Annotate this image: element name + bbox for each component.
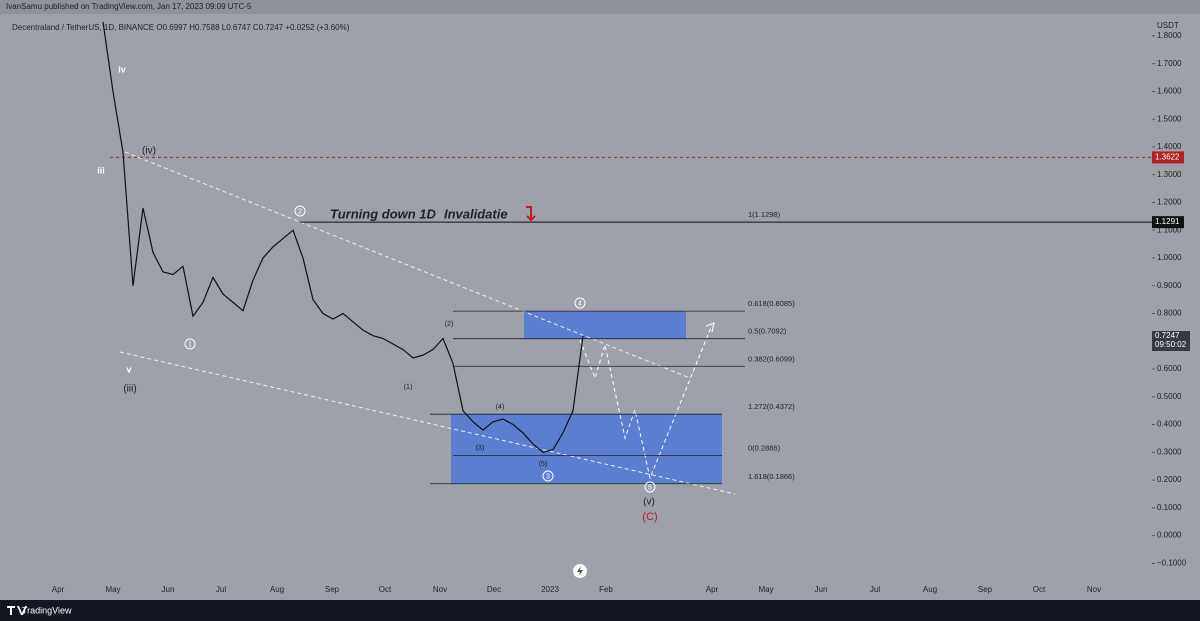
wave-circled-label: 4 (578, 300, 582, 307)
invalidation-arrow (526, 206, 536, 222)
level-box (1152, 151, 1184, 164)
projection-arrow (705, 322, 715, 333)
publisher: IvanSamu published on TradingView.com, J… (6, 2, 252, 11)
x-tick-label: Jun (162, 585, 175, 594)
y-tick-label: 0.4000 (1157, 420, 1182, 429)
price-box (1152, 331, 1190, 351)
x-tick-label: Jul (870, 585, 880, 594)
y-tick-label: 0.3000 (1157, 447, 1182, 456)
x-tick-label: Nov (433, 585, 447, 594)
y-tick-label: 0.8000 (1157, 309, 1182, 318)
wave-label: (5) (539, 461, 548, 468)
x-tick-label: May (758, 585, 773, 594)
countdown: 09:50:02 (1155, 340, 1187, 349)
clock-glyph (577, 566, 583, 576)
legend: Decentraland / TetherUS, 1D, BINANCE O0.… (12, 23, 350, 32)
wave-label: (1) (404, 384, 413, 391)
x-tick-label: Aug (923, 585, 937, 594)
y-tick-label: 1.5000 (1157, 114, 1182, 123)
x-tick-label: Feb (599, 585, 613, 594)
wave-circle (542, 470, 554, 482)
y-tick-label: −0.1000 (1157, 558, 1187, 567)
wave-circle (294, 205, 306, 217)
x-tick-label: 2023 (541, 585, 559, 594)
y-tick-label: 1.1000 (1157, 225, 1182, 234)
projection (579, 324, 713, 480)
fib-label: 0.618(0.8085) (748, 299, 795, 308)
x-tick-label: Apr (52, 585, 65, 594)
zone (451, 414, 722, 484)
x-tick-label: Apr (706, 585, 719, 594)
trendline (119, 351, 736, 495)
brand: TradingView (22, 605, 72, 615)
fib-label: 0(0.2886) (748, 443, 781, 452)
x-tick-label: Aug (270, 585, 284, 594)
x-tick-label: Oct (379, 585, 392, 594)
y-tick-label: 0.2000 (1157, 475, 1182, 484)
x-tick-label: Jun (815, 585, 828, 594)
x-tick-label: Dec (487, 585, 501, 594)
wave-label: (2) (445, 321, 454, 328)
wave-label: (iii) (123, 384, 136, 395)
header-bar (0, 0, 1200, 14)
y-tick-label: 1.2000 (1157, 198, 1182, 207)
currency: USDT (1157, 21, 1179, 30)
x-tick-label: Jul (216, 585, 226, 594)
wave-label: (iv) (142, 146, 156, 157)
y-tick-label: 0.5000 (1157, 392, 1182, 401)
x-tick-label: Sep (325, 585, 340, 594)
wave-circled-label: 3 (546, 473, 550, 480)
price-label: 0.7247 (1155, 331, 1180, 340)
zone (524, 311, 686, 339)
footer (0, 600, 1200, 621)
annotation: Turning down 1D (330, 206, 437, 221)
fib-label: 1(1.1298) (748, 210, 781, 219)
wave-label: (4) (496, 404, 505, 411)
y-tick-label: 1.6000 (1157, 87, 1182, 96)
x-tick-label: Sep (978, 585, 993, 594)
fib-label: 0.382(0.6099) (748, 354, 795, 363)
y-tick-label: 1.7000 (1157, 59, 1182, 68)
x-tick-label: Nov (1087, 585, 1101, 594)
price-line (102, 21, 584, 453)
y-tick-label: 1.3000 (1157, 170, 1182, 179)
y-tick-label: 0.6000 (1157, 364, 1182, 373)
x-tick-label: May (105, 585, 120, 594)
y-tick-label: 1.4000 (1157, 142, 1182, 151)
wave-label: iii (97, 165, 105, 175)
wave-label: (C) (642, 511, 657, 523)
wave-label: (3) (476, 445, 485, 452)
fib-label: 1.272(0.4372) (748, 402, 795, 411)
y-tick-label: 0.1000 (1157, 503, 1182, 512)
fib-label: 1.618(0.1866) (748, 472, 795, 481)
y-tick-label: 1.0000 (1157, 253, 1182, 262)
wave-label: iv (118, 64, 126, 74)
wave-circled-label: 2 (298, 208, 302, 215)
level-label: 1.1291 (1155, 217, 1180, 226)
y-tick-label: 0.9000 (1157, 281, 1182, 290)
wave-circled-label: 1 (188, 341, 192, 348)
y-tick-label: 1.8000 (1157, 31, 1182, 40)
annotation: Invalidatie (444, 206, 508, 221)
wave-circle (574, 297, 586, 309)
wave-label: v (126, 364, 131, 374)
fib-label: 0.5(0.7092) (748, 327, 787, 336)
wave-circled-label: 5 (648, 484, 652, 491)
wave-circle (644, 481, 656, 493)
wave-label: (v) (643, 497, 655, 508)
y-tick-label: 0.0000 (1157, 531, 1182, 540)
logo (7, 606, 27, 615)
trendline (124, 151, 691, 379)
x-tick-label: Oct (1033, 585, 1046, 594)
level-label: 1.3622 (1155, 153, 1180, 162)
level-box (1152, 216, 1184, 229)
wave-circle (184, 338, 196, 350)
